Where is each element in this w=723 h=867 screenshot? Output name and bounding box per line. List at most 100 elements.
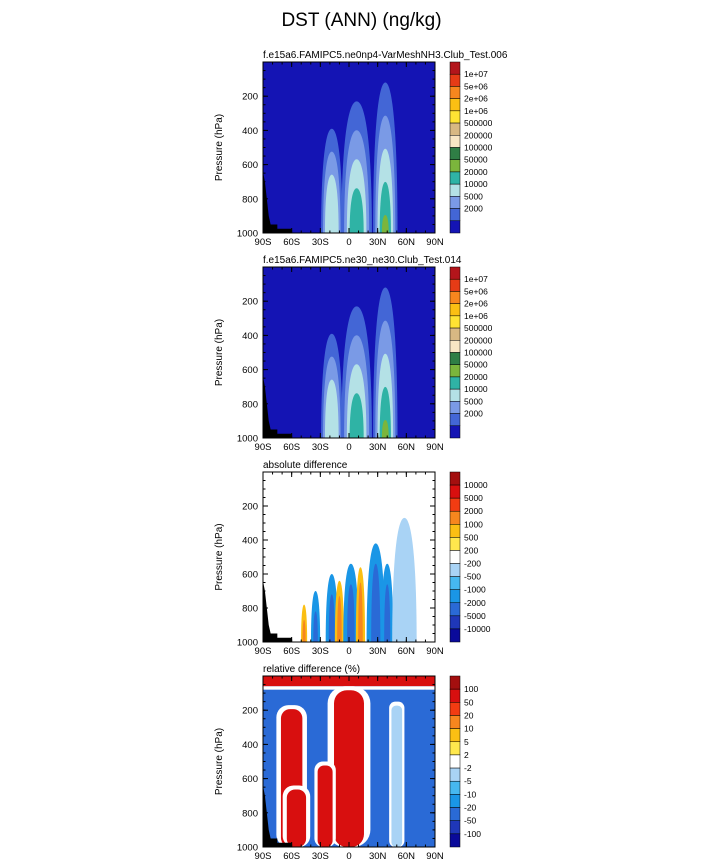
colorbar-label: 5000 xyxy=(464,396,483,406)
contour-plume-1-level-3 xyxy=(324,379,339,438)
chart-panel-1: f.e15a6.FAMIPC5.ne0np4-VarMeshNH3.Club_T… xyxy=(214,50,508,248)
colorbar-label: 2000 xyxy=(464,204,483,214)
colorbar-swatch xyxy=(449,147,461,160)
x-tick-label: 0 xyxy=(346,442,351,453)
colorbar: 100 50 20 10 5 2 -2 -5 -10 -20 -50 -100 xyxy=(449,675,481,848)
panel-title: relative difference (%) xyxy=(263,664,360,675)
contour-plume-3-level-4 xyxy=(379,181,391,233)
colorbar-swatch xyxy=(449,550,461,564)
y-tick-label: 1000 xyxy=(237,229,258,240)
difference-core-2 xyxy=(313,611,318,642)
colorbar-label: 100000 xyxy=(464,143,493,153)
colorbar-swatch xyxy=(449,208,461,222)
x-tick-label: 60N xyxy=(398,442,416,453)
x-tick-label: 30S xyxy=(312,237,329,248)
colorbar-swatch xyxy=(449,780,461,795)
colorbar-swatch xyxy=(449,340,461,353)
colorbar-swatch xyxy=(449,497,461,512)
colorbar-swatch xyxy=(449,266,461,280)
colorbar-swatch xyxy=(449,615,461,630)
colorbar-swatch xyxy=(449,741,461,756)
difference-core-3 xyxy=(328,594,335,642)
colorbar-swatch xyxy=(449,303,461,317)
y-tick-label: 400 xyxy=(242,331,258,342)
colorbar-swatch xyxy=(449,807,461,821)
colorbar-label: 200000 xyxy=(464,130,493,140)
colorbar-swatch xyxy=(449,688,461,703)
colorbar-label: 5e+06 xyxy=(464,286,488,296)
topography-mask xyxy=(263,580,292,642)
topography-mask xyxy=(263,376,292,438)
colorbar-label: 2 xyxy=(464,750,469,760)
colorbar-swatch xyxy=(449,278,461,292)
chart-panel-2: f.e15a6.FAMIPC5.ne30_ne30.Club_Test.014 9… xyxy=(214,255,493,453)
y-tick-label: 1000 xyxy=(237,434,258,445)
colorbar-swatch xyxy=(449,86,461,99)
colorbar-label: 20 xyxy=(464,710,474,720)
colorbar-label: 10 xyxy=(464,724,474,734)
y-tick-label: 400 xyxy=(242,126,258,137)
colorbar-label: 200 xyxy=(464,545,478,555)
colorbar-swatch xyxy=(449,794,461,808)
x-tick-label: 60N xyxy=(398,237,416,248)
colorbar-label: 500000 xyxy=(464,323,493,333)
colorbar-label: 10000 xyxy=(464,384,488,394)
relative-feature-3 xyxy=(286,789,307,847)
colorbar-label: 50000 xyxy=(464,360,488,370)
colorbar-swatch xyxy=(449,484,461,499)
x-tick-label: 60N xyxy=(398,646,416,657)
colorbar-swatch xyxy=(449,315,461,329)
colorbar-label: -10 xyxy=(464,789,477,799)
colorbar: 10000 5000 2000 1000 500 200 -200 -500 -1000 -200… xyxy=(449,471,491,643)
y-tick-label: 600 xyxy=(242,774,258,785)
colorbar-label: 50 xyxy=(464,697,474,707)
plot-area xyxy=(263,676,435,847)
colorbar-swatch xyxy=(449,413,461,427)
colorbar-label: -2000 xyxy=(464,598,486,608)
plot-area xyxy=(263,472,435,642)
colorbar-swatch xyxy=(449,327,461,341)
difference-core-5 xyxy=(347,584,355,642)
colorbar-swatch xyxy=(449,220,461,234)
colorbar-label: 5 xyxy=(464,737,469,747)
colorbar-swatch xyxy=(449,364,461,378)
x-tick-label: 60S xyxy=(283,442,300,453)
y-tick-label: 600 xyxy=(242,365,258,376)
figure-title: DST (ANN) (ng/kg) xyxy=(281,10,442,31)
colorbar-swatch xyxy=(449,576,461,590)
panel-title: f.e15a6.FAMIPC5.ne30_ne30.Club_Test.014 xyxy=(263,255,462,266)
colorbar-label: 50000 xyxy=(464,155,488,165)
relative-feature-5 xyxy=(391,705,403,847)
colorbar-label: 200000 xyxy=(464,335,493,345)
colorbar-swatch xyxy=(449,425,461,439)
difference-core-6 xyxy=(358,582,363,642)
y-tick-label: 200 xyxy=(242,502,258,513)
colorbar: 1e+07 5e+06 2e+06 1e+06 500000 200000 100000 50… xyxy=(449,266,493,439)
contour-plume-2-level-4 xyxy=(349,188,364,233)
colorbar-label: 1000 xyxy=(464,519,483,529)
x-tick-label: 30N xyxy=(369,237,387,248)
colorbar-swatch xyxy=(449,401,461,414)
colorbar-swatch xyxy=(449,715,461,729)
colorbar-swatch xyxy=(449,376,461,390)
colorbar-label: 2e+06 xyxy=(464,299,488,309)
y-tick-label: 800 xyxy=(242,604,258,615)
x-tick-label: 90S xyxy=(255,237,272,248)
x-tick-label: 30N xyxy=(369,646,387,657)
colorbar-label: -50 xyxy=(464,816,477,826)
colorbar-swatch xyxy=(449,196,461,209)
y-tick-label: 800 xyxy=(242,399,258,410)
x-tick-label: 60N xyxy=(398,851,416,862)
x-tick-label: 0 xyxy=(346,237,351,248)
contour-plume-3-level-5 xyxy=(381,214,389,233)
colorbar-label: -100 xyxy=(464,829,481,839)
colorbar-swatch xyxy=(449,675,461,690)
colorbar-label: -500 xyxy=(464,572,481,582)
colorbar-label: 1e+07 xyxy=(464,274,488,284)
x-tick-label: 90N xyxy=(426,851,444,862)
colorbar-label: 500000 xyxy=(464,118,493,128)
x-tick-label: 90S xyxy=(255,851,272,862)
colorbar-label: 1e+06 xyxy=(464,311,488,321)
colorbar-swatch xyxy=(449,510,461,525)
